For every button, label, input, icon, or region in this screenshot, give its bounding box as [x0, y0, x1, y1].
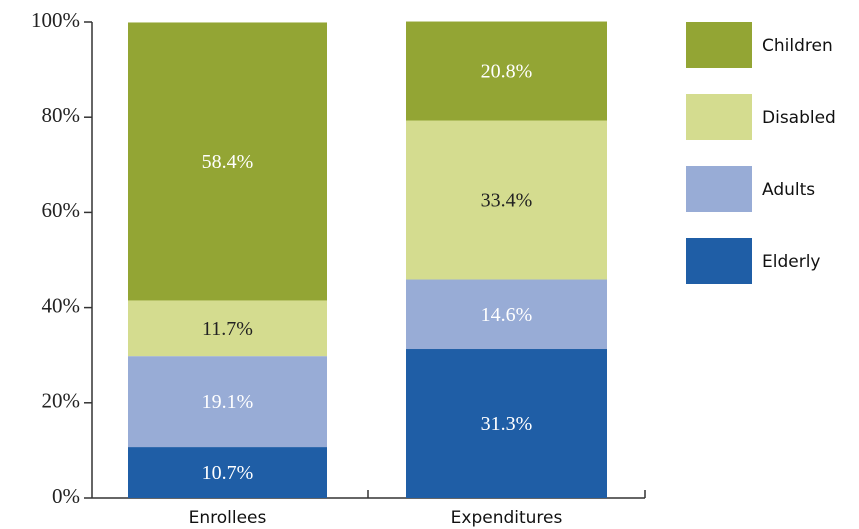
- value-label: 58.4%: [202, 151, 254, 173]
- value-label: 20.8%: [481, 61, 533, 83]
- value-label: 11.7%: [202, 318, 253, 340]
- value-label: 31.3%: [481, 413, 533, 435]
- legend-label: Disabled: [762, 108, 836, 128]
- bar-segment: [128, 22, 327, 301]
- value-label: 19.1%: [202, 391, 254, 413]
- value-label: 33.4%: [481, 190, 533, 212]
- y-tick-label: 0%: [52, 484, 80, 508]
- bar-segment: [128, 300, 327, 357]
- y-tick-label: 20%: [42, 389, 81, 413]
- legend-label: Adults: [762, 180, 815, 200]
- legend-label: Elderly: [762, 252, 821, 272]
- bar-segment: [406, 349, 607, 498]
- bar-segment: [406, 120, 607, 280]
- y-tick-label: 100%: [31, 8, 80, 32]
- y-tick-label: 80%: [42, 103, 81, 127]
- bar-segment: [406, 279, 607, 350]
- legend-swatch: [686, 22, 752, 68]
- x-tick-label: Expenditures: [451, 508, 563, 528]
- x-tick-label: Enrollees: [189, 508, 267, 528]
- legend-swatch: [686, 94, 752, 140]
- value-label: 10.7%: [202, 462, 254, 484]
- bar-segment: [406, 21, 607, 121]
- bar-segment: [128, 356, 327, 448]
- y-tick-label: 40%: [42, 293, 81, 317]
- value-label: 14.6%: [481, 304, 533, 326]
- legend-label: Children: [762, 36, 833, 56]
- legend-swatch: [686, 238, 752, 284]
- bar-segment: [128, 447, 327, 498]
- legend-swatch: [686, 166, 752, 212]
- y-tick-label: 60%: [42, 198, 81, 222]
